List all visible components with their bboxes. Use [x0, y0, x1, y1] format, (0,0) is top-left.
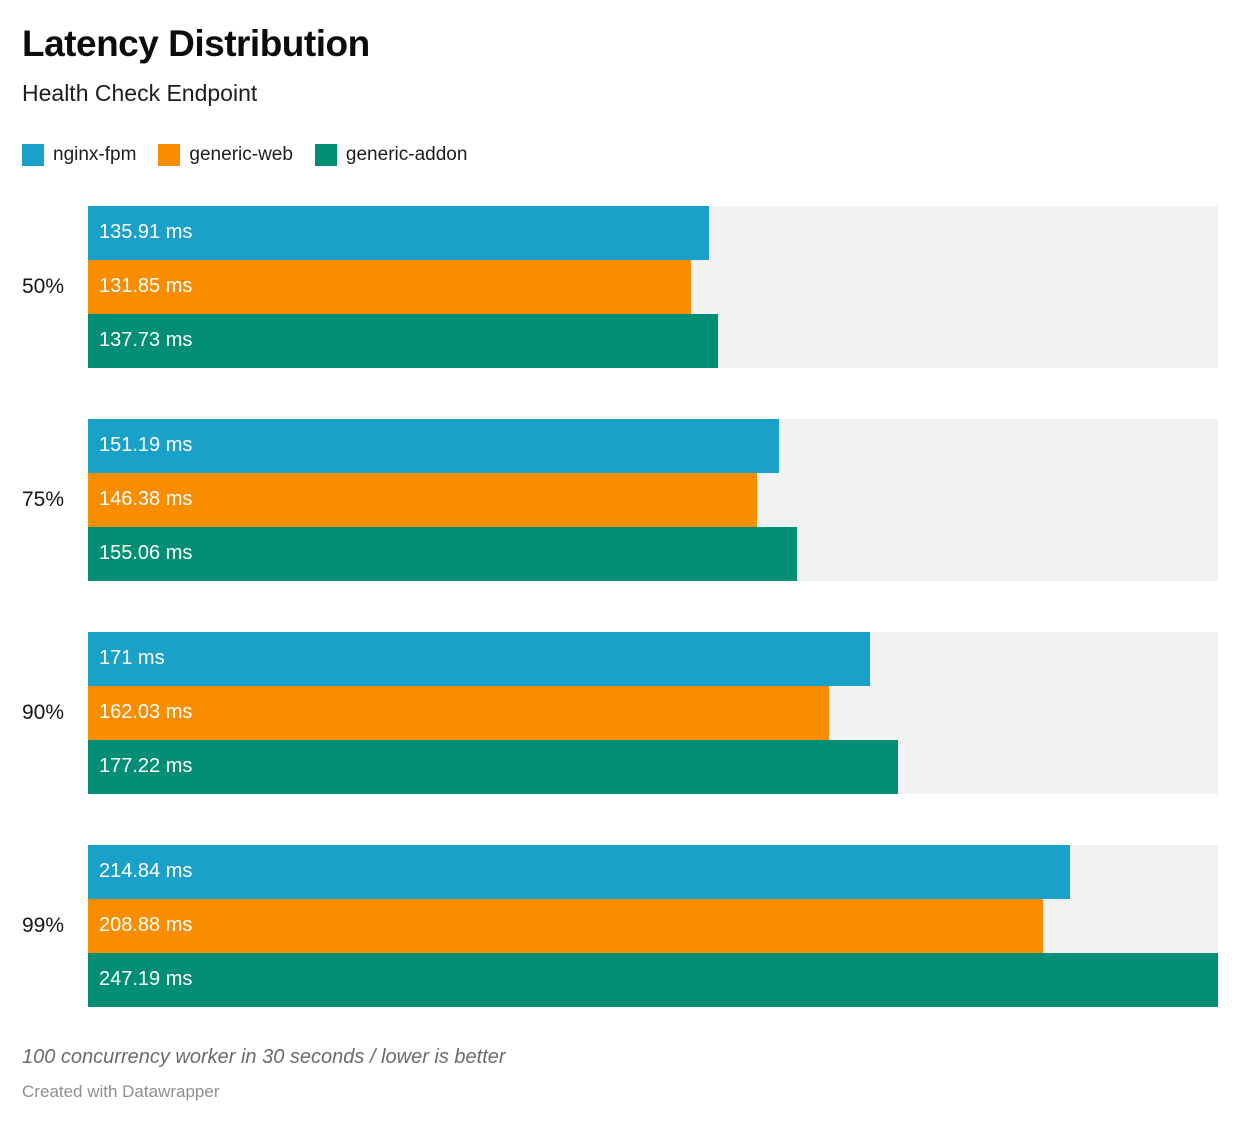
bar-nginx-fpm-75: 151.19 ms — [88, 418, 780, 473]
bar-value-label: 131.85 ms — [99, 275, 193, 298]
percentile-group-99: 99% 214.84 ms 208.88 ms 247.19 ms — [22, 844, 1218, 1007]
bar-value-label: 247.19 ms — [99, 968, 193, 991]
category-label: 75% — [22, 487, 65, 511]
bar-value-label: 171 ms — [99, 647, 165, 670]
bar-generic-web-75: 146.38 ms — [88, 472, 758, 527]
legend-label: nginx-fpm — [53, 143, 137, 165]
bar-nginx-fpm-50: 135.91 ms — [88, 205, 710, 260]
bar-value-label: 214.84 ms — [99, 860, 193, 883]
legend-item-nginx-fpm: nginx-fpm — [22, 143, 137, 166]
legend-item-generic-addon: generic-addon — [314, 143, 468, 166]
bar-generic-addon-90: 177.22 ms — [88, 739, 899, 794]
legend-swatch-icon — [314, 143, 337, 166]
bar-value-label: 208.88 ms — [99, 914, 193, 937]
bar-generic-web-99: 208.88 ms — [88, 898, 1043, 953]
legend-label: generic-web — [189, 143, 293, 165]
category-label: 90% — [22, 700, 65, 724]
bar-generic-web-90: 162.03 ms — [88, 685, 829, 740]
bar-nginx-fpm-99: 214.84 ms — [88, 844, 1071, 899]
bar-value-label: 155.06 ms — [99, 542, 193, 565]
bar-generic-addon-99: 247.19 ms — [88, 952, 1218, 1007]
bar-generic-addon-75: 155.06 ms — [88, 526, 797, 581]
legend: nginx-fpm generic-web generic-addon — [22, 143, 1218, 166]
page-title: Latency Distribution — [22, 23, 370, 64]
bar-generic-addon-50: 137.73 ms — [88, 313, 718, 368]
bar-nginx-fpm-90: 171 ms — [88, 631, 870, 686]
bar-value-label: 177.22 ms — [99, 755, 193, 778]
category-label: 99% — [22, 913, 65, 937]
bar-value-label: 162.03 ms — [99, 701, 193, 724]
legend-label: generic-addon — [345, 143, 468, 165]
bar-track: 135.91 ms 131.85 ms 137.73 ms — [88, 205, 1218, 368]
legend-item-generic-web: generic-web — [158, 143, 293, 166]
bar-generic-web-50: 131.85 ms — [88, 259, 691, 314]
bar-track: 171 ms 162.03 ms 177.22 ms — [88, 631, 1218, 794]
bar-value-label: 135.91 ms — [99, 221, 193, 244]
percentile-group-75: 75% 151.19 ms 146.38 ms 155.06 ms — [22, 418, 1218, 581]
bar-chart: 50% 135.91 ms 131.85 ms 137.73 ms 75% 151.19 … — [22, 205, 1218, 1007]
legend-swatch-icon — [158, 143, 181, 166]
bar-value-label: 137.73 ms — [99, 329, 193, 352]
bar-value-label: 151.19 ms — [99, 434, 193, 457]
category-label: 50% — [22, 274, 65, 298]
legend-swatch-icon — [22, 143, 44, 166]
percentile-group-50: 50% 135.91 ms 131.85 ms 137.73 ms — [22, 205, 1218, 368]
bar-track: 151.19 ms 146.38 ms 155.06 ms — [88, 418, 1218, 581]
chart-subtitle: Health Check Endpoint — [22, 79, 258, 106]
footer-note: 100 concurrency worker in 30 seconds / l… — [22, 1045, 506, 1068]
percentile-group-90: 90% 171 ms 162.03 ms 177.22 ms — [22, 631, 1218, 794]
bar-value-label: 146.38 ms — [99, 488, 193, 511]
datawrapper-credit-link[interactable]: Created with Datawrapper — [22, 1081, 220, 1101]
bar-track: 214.84 ms 208.88 ms 247.19 ms — [88, 844, 1218, 1007]
